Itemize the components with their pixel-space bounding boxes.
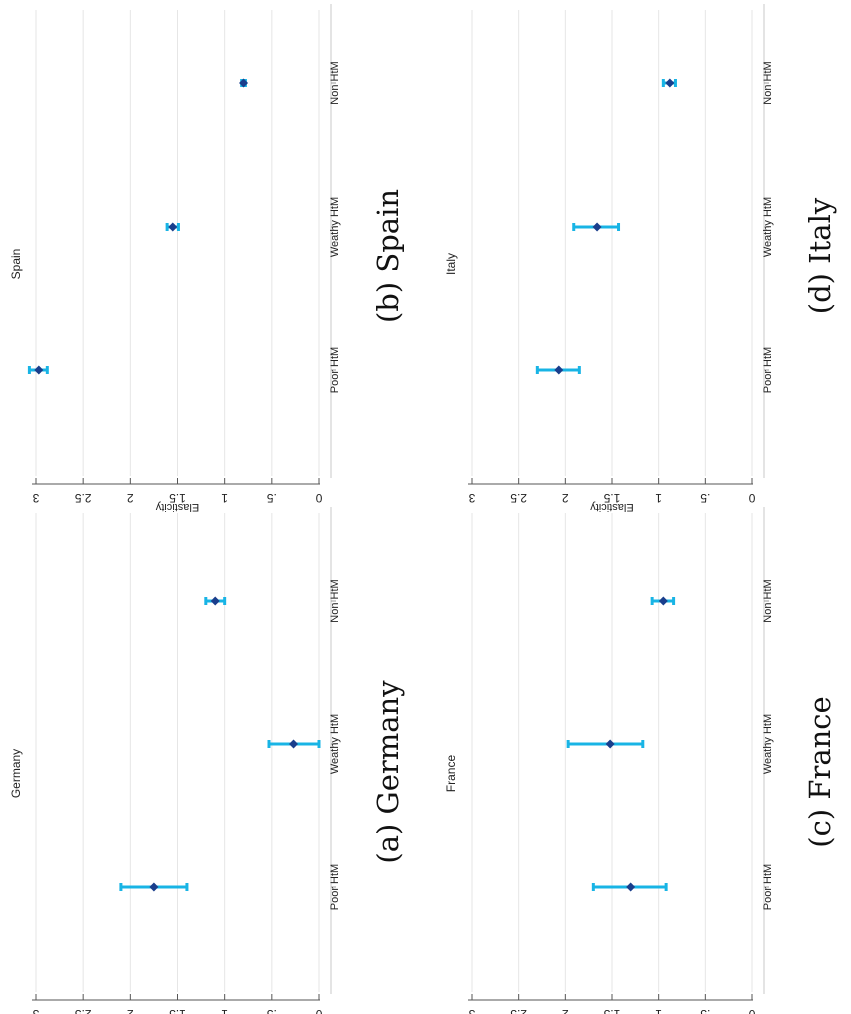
category-label-poor-htm: Poor HtM (329, 864, 341, 910)
category-label-non-htm: Non HtM (329, 579, 341, 622)
point-spain-poor-htm (34, 365, 44, 375)
tick-label: 1.5 (603, 491, 620, 505)
tick-label: 3 (32, 1007, 39, 1014)
category-label-weathy-htm: Weathy HtM (329, 714, 341, 774)
tick-label: 1 (655, 491, 662, 505)
point-germany-weathy-htm (289, 739, 299, 749)
caption-spain: (b) Spain (371, 188, 405, 324)
panel-title: Spain (9, 249, 23, 280)
point-france-non-htm (658, 596, 668, 606)
tick-label: 0 (748, 1007, 755, 1014)
point-italy-weathy-htm (592, 222, 602, 232)
panel-france: 0.511.522.53ElasticityFrancePoor HtMWeat… (444, 507, 774, 1014)
point-spain-weathy-htm (168, 222, 178, 232)
caption-france: (c) France (803, 696, 837, 848)
point-france-weathy-htm (605, 739, 615, 749)
point-germany-non-htm (210, 596, 220, 606)
tick-label: 1 (221, 491, 228, 505)
panel-spain: 0 .5 1 1.5 2 2.5 3 Elasticity Spain Poor HtM Weath… (9, 4, 341, 513)
category-label-poor-htm: Poor HtM (329, 347, 341, 393)
panel-title: France (444, 755, 458, 793)
tick-label: 2.5 (510, 1007, 527, 1014)
point-italy-non-htm (665, 78, 675, 88)
tick-label: 1 (221, 1007, 228, 1014)
tick-label: 0 (748, 491, 755, 505)
point-italy-poor-htm (554, 365, 564, 375)
panel-title: Italy (444, 253, 458, 275)
point-germany-poor-htm (149, 882, 159, 892)
tick-label: .5 (267, 1007, 277, 1014)
tick-label: 2.5 (510, 491, 527, 505)
tick-label: 2.5 (75, 491, 92, 505)
category-label-non-htm: Non HtM (762, 61, 774, 104)
tick-label: .5 (267, 491, 277, 505)
panel-italy: 0 .5 1 1.5 2 2.5 3 Elasticity Italy Poor HtM Weath… (444, 4, 774, 513)
point-france-poor-htm (626, 882, 636, 892)
tick-label: 3 (468, 491, 475, 505)
tick-label: 2 (127, 491, 134, 505)
tick-label: 1.5 (603, 1007, 620, 1014)
tick-label: 3 (32, 491, 39, 505)
category-label-weathy-htm: Weathy HtM (762, 714, 774, 774)
caption-germany: (a) Germany (371, 680, 405, 864)
y-axis-label: Elasticity (590, 501, 634, 513)
panel-title: Germany (9, 749, 23, 798)
tick-label: 0 (315, 491, 322, 505)
category-label-poor-htm: Poor HtM (762, 347, 774, 393)
category-label-poor-htm: Poor HtM (762, 864, 774, 910)
tick-label: 2 (562, 491, 569, 505)
tick-label: 2 (562, 1007, 569, 1014)
tick-label: 2 (127, 1007, 134, 1014)
tick-label: 2.5 (75, 1007, 92, 1014)
tick-label: 3 (468, 1007, 475, 1014)
category-label-non-htm: Non HtM (329, 61, 341, 104)
panel-germany: 0.511.522.53ElasticityGermanyPoor HtMWea… (9, 507, 341, 1014)
category-label-weathy-htm: Weathy HtM (329, 197, 341, 257)
category-label-non-htm: Non HtM (762, 579, 774, 622)
tick-label: 1.5 (169, 491, 186, 505)
point-spain-non-htm (239, 78, 249, 88)
tick-label: 1 (655, 1007, 662, 1014)
caption-italy: (d) Italy (803, 197, 837, 315)
tick-label: 1.5 (169, 1007, 186, 1014)
y-axis-label: Elasticity (155, 501, 199, 513)
category-label-weathy-htm: Weathy HtM (762, 197, 774, 257)
tick-label: .5 (700, 1007, 710, 1014)
tick-label: 0 (315, 1007, 322, 1014)
tick-label: .5 (700, 491, 710, 505)
